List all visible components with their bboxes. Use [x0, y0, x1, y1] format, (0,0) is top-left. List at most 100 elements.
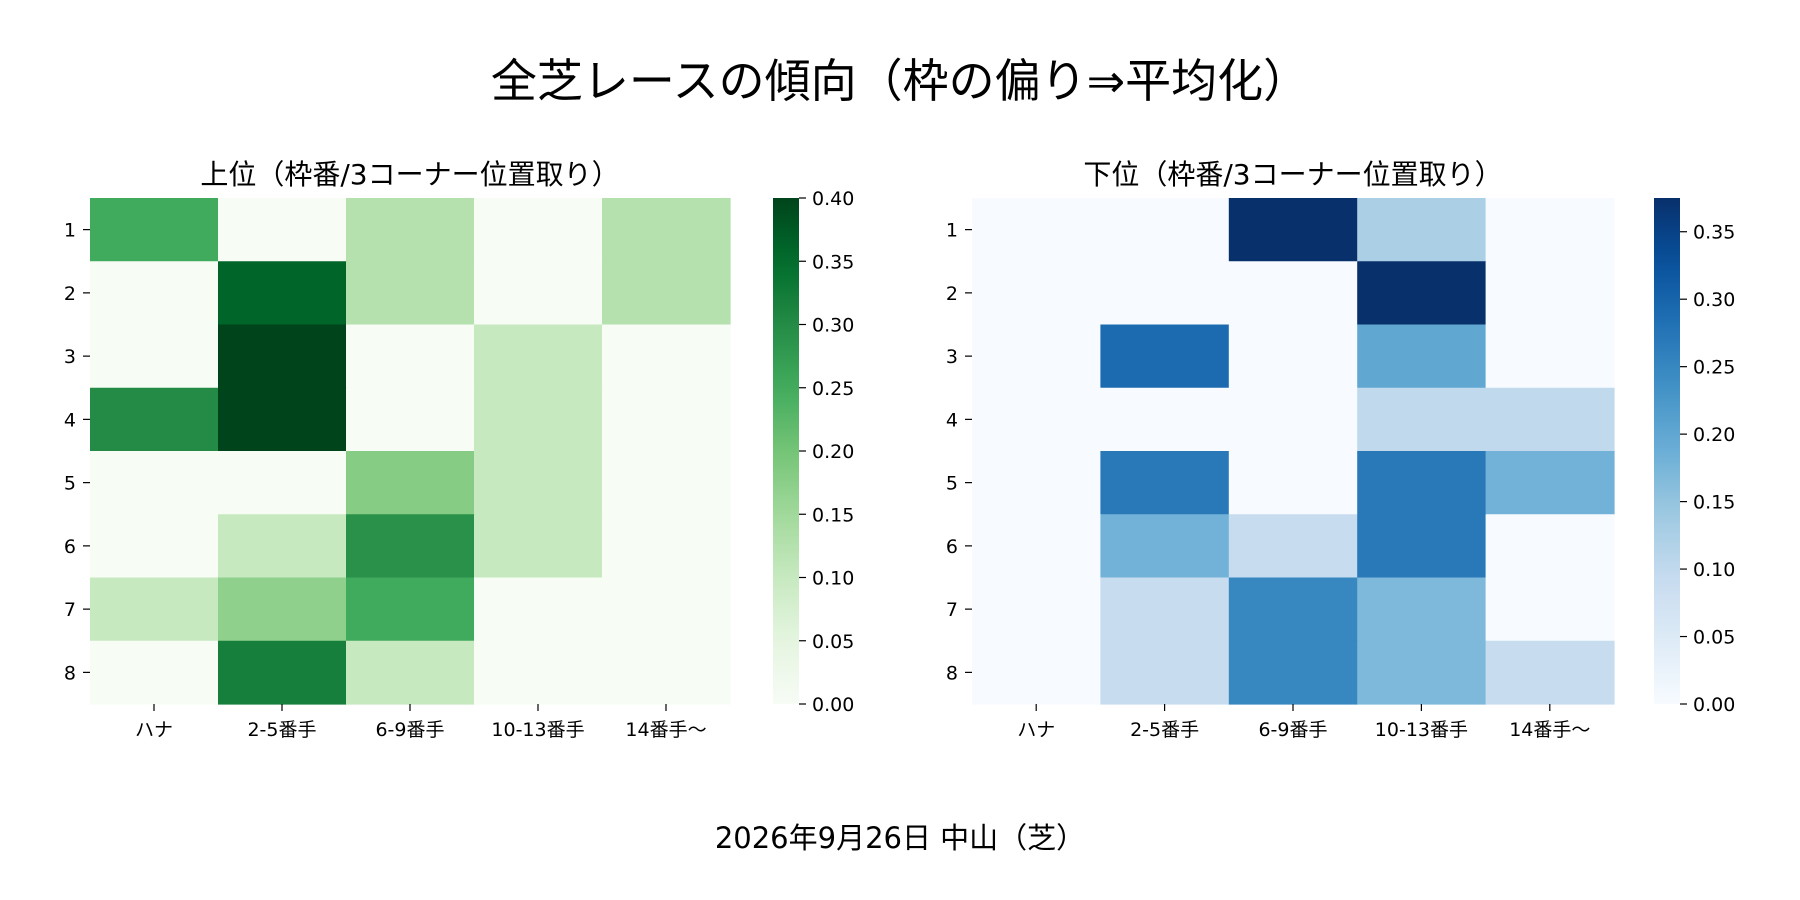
heatmap-cell-r5-c3 [346, 451, 475, 515]
figure-footer: 2026年9月26日 中山（芝） [715, 821, 1085, 855]
y-tick-label: 8 [64, 662, 76, 684]
heatmap-cell-r3-c4 [474, 324, 603, 389]
y-tick-label: 4 [946, 409, 958, 431]
colorbar-gradient [1654, 198, 1680, 704]
heatmap-cell-r4-c4 [1357, 387, 1487, 452]
heatmap-cell-r7-c4 [1357, 577, 1487, 642]
colorbar-tick-label: 0.20 [1693, 424, 1735, 446]
heatmap-cell-r7-c2 [218, 577, 347, 642]
colorbar-tick-label: 0.40 [812, 188, 854, 210]
heatmap-cell-r2-c4 [474, 261, 603, 326]
y-tick-label: 1 [946, 220, 958, 242]
heatmap-cell-r1-c3 [346, 198, 475, 262]
y-tick-label: 7 [946, 599, 958, 621]
heatmap-cell-r7-c5 [602, 577, 731, 642]
heatmap-cell-r7-c2 [1100, 577, 1230, 642]
heatmap-cell-r6-c5 [1485, 514, 1615, 579]
heatmap-cell-r2-c1 [972, 261, 1101, 326]
heatmap-cell-r8-c3 [1228, 640, 1358, 705]
heatmap-panel-2: 下位（枠番/3コーナー位置取り） 1 2 3 4 5 6 7 8 ハナ 2-5番手 6-9番手 10-1… [946, 158, 1735, 741]
heatmap-cell-r4-c3 [1228, 387, 1358, 452]
colorbar-tick-label: 0.10 [812, 568, 854, 590]
heatmap-cell-r8-c5 [602, 640, 731, 705]
heatmap-cell-r1-c1 [90, 198, 219, 262]
heatmap-cell-r4-c3 [346, 387, 475, 452]
heatmap-cell-r3-c5 [1485, 324, 1615, 389]
heatmap-cell-r2-c5 [1485, 261, 1615, 326]
y-tick-label: 3 [946, 346, 958, 368]
heatmap-cell-r1-c4 [474, 198, 603, 262]
heatmap-cell-r5-c4 [1357, 451, 1487, 515]
heatmap-cell-r4-c1 [972, 387, 1101, 452]
heatmap-cell-r6-c3 [346, 514, 475, 579]
x-tick-label: 10-13番手 [1375, 719, 1468, 741]
heatmap-cell-r2-c3 [1228, 261, 1358, 326]
heatmap-cell-r5-c3 [1228, 451, 1358, 515]
heatmap-cell-r7-c4 [474, 577, 603, 642]
heatmap-cell-r8-c4 [1357, 640, 1487, 705]
heatmap-cell-r2-c1 [90, 261, 219, 326]
heatmap-cell-r6-c1 [972, 514, 1101, 579]
panel-title: 上位（枠番/3コーナー位置取り） [200, 158, 619, 191]
colorbar-tick-label: 0.30 [1693, 289, 1735, 311]
heatmap-cell-r5-c5 [1485, 451, 1615, 515]
heatmap-cell-r7-c1 [90, 577, 219, 642]
heatmap-cell-r1-c1 [972, 198, 1101, 262]
colorbar-tick-label: 0.05 [812, 631, 854, 653]
heatmap-cell-r8-c1 [90, 640, 219, 705]
y-tick-label: 6 [64, 536, 76, 558]
colorbar-tick-label: 0.15 [812, 504, 854, 526]
colorbar-tick-label: 0.35 [1693, 222, 1735, 244]
y-tick-label: 2 [946, 283, 958, 305]
heatmap-cell-r5-c1 [972, 451, 1101, 515]
heatmap-cell-r6-c5 [602, 514, 731, 579]
heatmap-cells [972, 198, 1615, 705]
x-tick-label: 6-9番手 [1258, 719, 1327, 741]
colorbar-tick-label: 0.30 [812, 315, 854, 337]
colorbar-tick-label: 0.25 [812, 378, 854, 400]
heatmap-cell-r6-c3 [1228, 514, 1358, 579]
heatmap-cell-r6-c1 [90, 514, 219, 579]
heatmap-cell-r1-c3 [1228, 198, 1358, 262]
heatmap-cell-r7-c3 [1228, 577, 1358, 642]
heatmap-cell-r4-c2 [218, 387, 347, 452]
heatmap-cell-r2-c5 [602, 261, 731, 326]
colorbar: 0.00 0.05 0.10 0.15 0.20 0.25 0.30 0.35 [1654, 198, 1735, 716]
x-tick-label: 6-9番手 [375, 719, 444, 741]
heatmap-cell-r3-c3 [346, 324, 475, 389]
heatmap-cell-r8-c3 [346, 640, 475, 705]
x-tick-label: ハナ [1017, 719, 1055, 741]
heatmap-cell-r3-c2 [1100, 324, 1230, 389]
heatmap-cell-r1-c4 [1357, 198, 1487, 262]
heatmap-cell-r3-c3 [1228, 324, 1358, 389]
heatmap-cell-r4-c4 [474, 387, 603, 452]
heatmap-cells [90, 198, 731, 705]
x-tick-label: 2-5番手 [247, 719, 316, 741]
heatmap-cell-r7-c1 [972, 577, 1101, 642]
heatmap-cell-r6-c4 [1357, 514, 1487, 579]
heatmap-cell-r6-c2 [1100, 514, 1230, 579]
heatmap-cell-r3-c2 [218, 324, 347, 389]
y-tick-label: 4 [64, 409, 76, 431]
heatmap-cell-r4-c2 [1100, 387, 1230, 452]
heatmap-cell-r5-c5 [602, 451, 731, 515]
colorbar-tick-label: 0.10 [1693, 559, 1735, 581]
y-tick-label: 1 [64, 220, 76, 242]
heatmap-cell-r1-c2 [1100, 198, 1230, 262]
heatmap-cell-r8-c5 [1485, 640, 1615, 705]
x-tick-label: 14番手〜 [1509, 719, 1590, 741]
y-tick-label: 5 [946, 473, 958, 495]
y-tick-label: 8 [946, 662, 958, 684]
colorbar: 0.00 0.05 0.10 0.15 0.20 0.25 0.30 0.35 0.40 [773, 188, 854, 716]
heatmap-panel-1: 上位（枠番/3コーナー位置取り） 1 2 3 4 5 6 7 8 ハナ 2-5番手 6-9番手 10-1… [64, 158, 854, 741]
heatmap-cell-r1-c5 [602, 198, 731, 262]
x-tick-label: 14番手〜 [625, 719, 706, 741]
colorbar-tick-label: 0.15 [1693, 492, 1735, 514]
y-tick-label: 3 [64, 346, 76, 368]
y-tick-label: 5 [64, 473, 76, 495]
heatmap-cell-r5-c2 [1100, 451, 1230, 515]
heatmap-cell-r8-c2 [218, 640, 347, 705]
heatmap-cell-r2-c2 [218, 261, 347, 326]
heatmap-cell-r5-c1 [90, 451, 219, 515]
